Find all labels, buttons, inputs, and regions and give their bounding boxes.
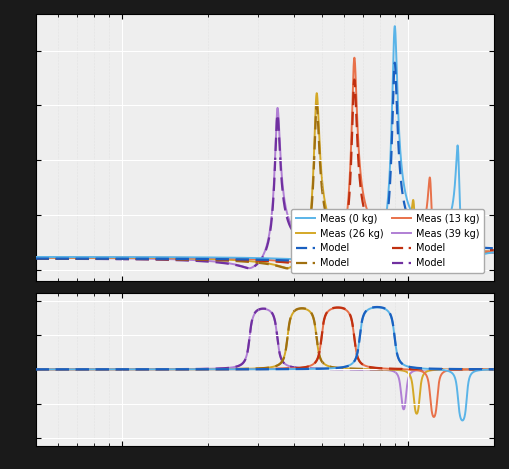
- Legend: Meas (0 kg), Meas (26 kg), Model, Model, Meas (13 kg), Meas (39 kg), Model, Mode: Meas (0 kg), Meas (26 kg), Model, Model,…: [291, 209, 484, 273]
